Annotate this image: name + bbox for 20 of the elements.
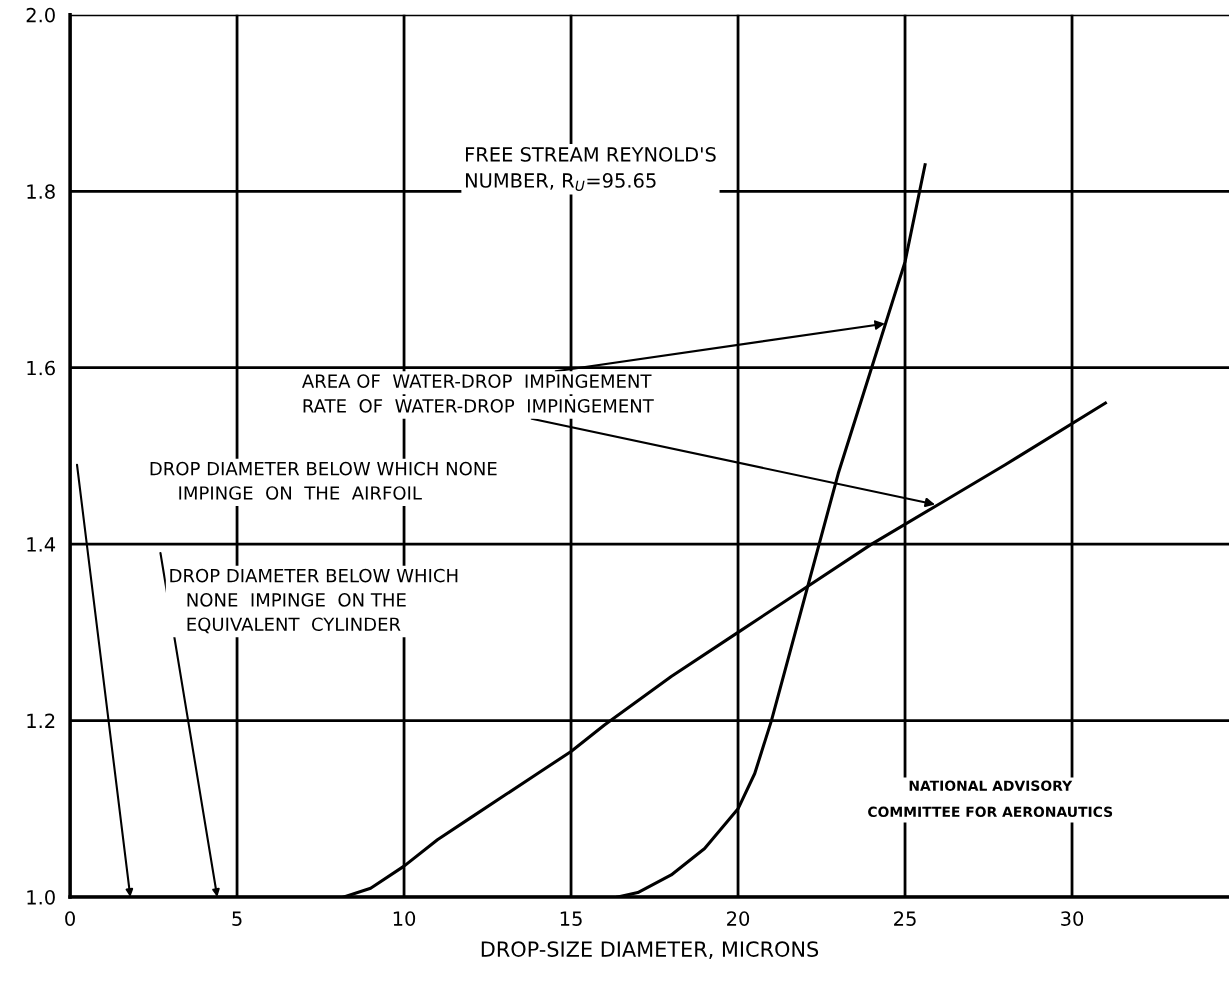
x-tick-label: 30 bbox=[1061, 911, 1084, 926]
x-tick-label: 0 bbox=[65, 911, 75, 926]
x-tick-label: 5 bbox=[232, 911, 242, 926]
annotation: DROP DIAMETER BELOW WHICH NONE IMPINGE ON THE EQUIVALENT CYLINDER bbox=[170, 568, 458, 634]
annotation: NATIONAL ADVISORY COMMITTEE FOR AERONAUTICS bbox=[868, 780, 1113, 818]
y-tick-label: 1.8 bbox=[27, 184, 55, 199]
y-tick-label: 2.0 bbox=[26, 7, 55, 23]
y-tick-label: 1.4 bbox=[27, 537, 56, 552]
x-tick-label: 25 bbox=[894, 911, 916, 926]
x-tick-label: 10 bbox=[393, 911, 416, 926]
x-axis-title: DROP-SIZE DIAMETER, MICRONS bbox=[481, 941, 819, 960]
x-tick-label: 15 bbox=[560, 911, 582, 926]
y-tick-label: 1.6 bbox=[27, 360, 55, 376]
annotation: RATE OF WATER-DROP IMPINGEMENT bbox=[303, 398, 654, 413]
annotation: FREE STREAM REYNOLD'S NUMBER, R$_{U}$=95.65 bbox=[466, 147, 716, 191]
x-tick-label: 20 bbox=[727, 911, 750, 926]
annotation: DROP DIAMETER BELOW WHICH NONE IMPINGE ON THE AIRFOIL bbox=[150, 461, 497, 500]
y-tick-label: 1.0 bbox=[27, 889, 55, 905]
y-tick-label: 1.2 bbox=[27, 713, 55, 728]
annotation: AREA OF WATER-DROP IMPINGEMENT bbox=[301, 374, 652, 388]
